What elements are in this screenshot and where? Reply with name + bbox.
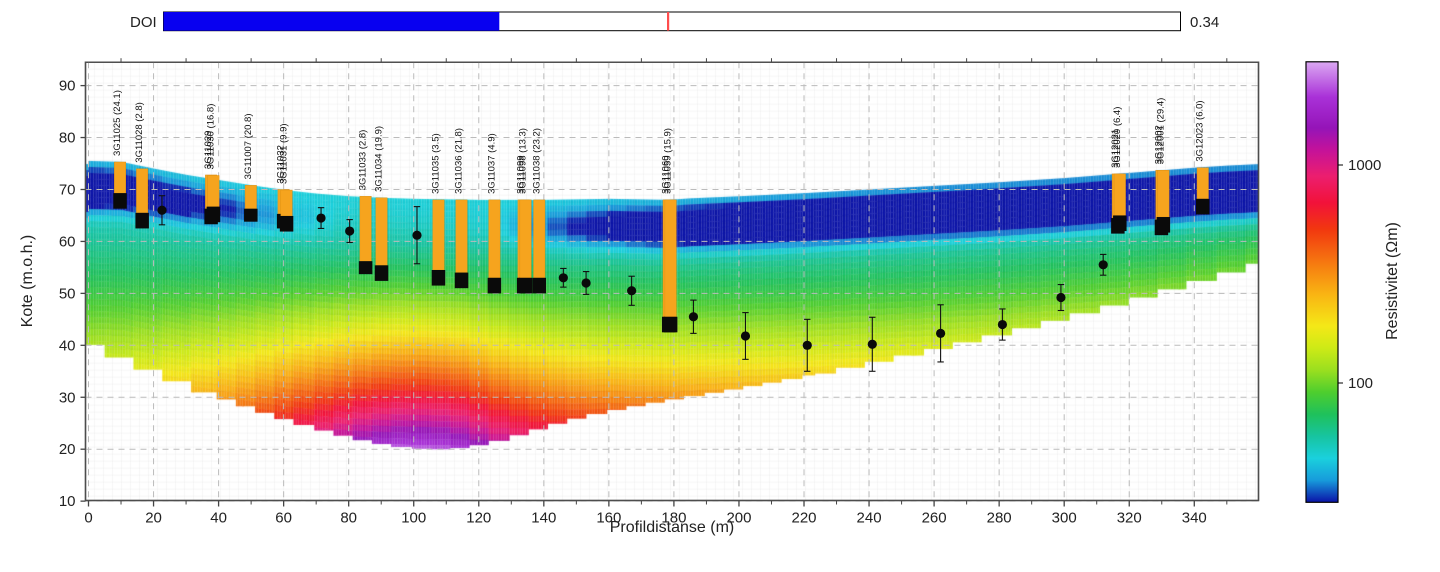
- svg-text:220: 220: [791, 510, 816, 527]
- svg-text:100: 100: [1348, 375, 1373, 392]
- svg-text:90: 90: [59, 78, 76, 95]
- svg-text:300: 300: [1052, 510, 1077, 527]
- svg-text:1000: 1000: [1348, 157, 1381, 174]
- svg-text:120: 120: [466, 510, 491, 527]
- svg-text:3G11035 (3.5): 3G11035 (3.5): [430, 133, 441, 194]
- svg-text:80: 80: [340, 510, 357, 527]
- svg-text:3G12020 (6.4): 3G12020 (6.4): [1112, 107, 1123, 168]
- svg-text:10: 10: [59, 493, 76, 510]
- svg-text:40: 40: [59, 337, 76, 354]
- svg-text:3G11034 (19.9): 3G11034 (19.9): [374, 126, 385, 192]
- svg-text:260: 260: [922, 510, 947, 527]
- svg-text:3G11037 (4.9): 3G11037 (4.9): [486, 133, 497, 194]
- svg-text:40: 40: [210, 510, 227, 527]
- svg-text:Resistivitet (Ωm): Resistivitet (Ωm): [1384, 222, 1401, 340]
- svg-text:240: 240: [857, 510, 882, 527]
- svg-text:3G11036 (21.8): 3G11036 (21.8): [454, 128, 465, 194]
- svg-text:80: 80: [59, 130, 76, 147]
- svg-text:DOI: DOI: [130, 14, 157, 31]
- svg-text:Kote (m.o.h.): Kote (m.o.h.): [19, 235, 36, 327]
- svg-text:3G11028 (2.8): 3G11028 (2.8): [134, 102, 145, 163]
- svg-text:3G11098 (13.3): 3G11098 (13.3): [518, 128, 529, 194]
- svg-text:340: 340: [1182, 510, 1207, 527]
- svg-text:0: 0: [84, 510, 92, 527]
- svg-text:3G11038 (23.2): 3G11038 (23.2): [531, 128, 542, 194]
- svg-text:60: 60: [59, 233, 76, 250]
- svg-text:0.34: 0.34: [1190, 14, 1219, 31]
- svg-text:3G11007 (20.8): 3G11007 (20.8): [243, 113, 254, 179]
- svg-text:60: 60: [275, 510, 292, 527]
- svg-text:3G11033 (2.8): 3G11033 (2.8): [358, 130, 369, 191]
- svg-text:3G11025 (24.1): 3G11025 (24.1): [112, 90, 123, 156]
- svg-text:3G11059 (15.9): 3G11059 (15.9): [663, 128, 674, 194]
- svg-text:70: 70: [59, 181, 76, 198]
- svg-text:3G11030 (16.8): 3G11030 (16.8): [205, 104, 216, 170]
- svg-text:3G12001 (29.4): 3G12001 (29.4): [1155, 98, 1166, 165]
- svg-text:20: 20: [145, 510, 162, 527]
- svg-text:100: 100: [401, 510, 426, 527]
- svg-text:30: 30: [59, 389, 76, 406]
- svg-text:20: 20: [59, 441, 76, 458]
- svg-text:140: 140: [531, 510, 556, 527]
- svg-text:280: 280: [987, 510, 1012, 527]
- svg-text:3G12023 (6.0): 3G12023 (6.0): [1195, 100, 1206, 161]
- svg-text:Profildistanse (m): Profildistanse (m): [610, 519, 734, 536]
- svg-text:3G11031 (9.9): 3G11031 (9.9): [279, 123, 290, 184]
- svg-text:320: 320: [1117, 510, 1142, 527]
- svg-text:50: 50: [59, 285, 76, 302]
